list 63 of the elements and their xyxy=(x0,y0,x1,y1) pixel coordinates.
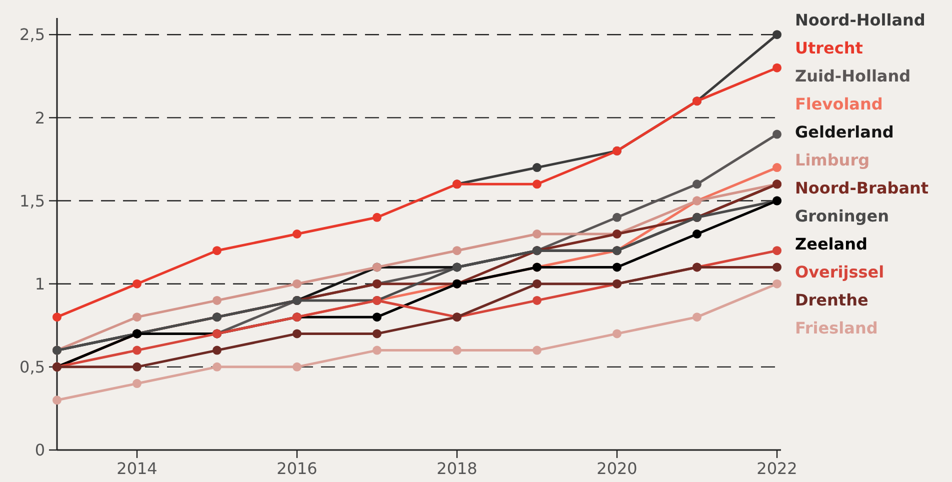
y-tick-label: 0 xyxy=(34,440,45,460)
point xyxy=(52,312,62,322)
point xyxy=(612,212,622,222)
point xyxy=(772,246,782,256)
point xyxy=(532,163,542,172)
series-label: Utrecht xyxy=(795,38,864,58)
series-label: Drenthe xyxy=(795,290,868,310)
point xyxy=(292,230,302,238)
x-tick-label: 2022 xyxy=(756,459,798,478)
point xyxy=(532,346,542,355)
series-label: Noord-Holland xyxy=(795,10,926,30)
point xyxy=(292,329,302,338)
text: Zeeland xyxy=(795,234,868,254)
point xyxy=(612,262,622,272)
point xyxy=(132,279,142,288)
point xyxy=(532,279,542,288)
point xyxy=(372,346,382,355)
point xyxy=(292,279,302,288)
point xyxy=(692,312,702,322)
point xyxy=(692,180,702,189)
text: Flevoland xyxy=(795,94,883,114)
point xyxy=(772,279,782,288)
point xyxy=(772,163,782,172)
y-tick-label: 1,5 xyxy=(20,191,45,210)
point xyxy=(532,296,542,305)
series-label: Limburg xyxy=(795,150,870,170)
x-tick-label: 2020 xyxy=(596,459,638,478)
text: Zuid-Holland xyxy=(795,66,911,86)
point xyxy=(292,362,302,372)
point xyxy=(772,30,782,40)
point xyxy=(212,346,222,355)
x-tick-label: 2016 xyxy=(276,459,318,478)
series-label: Noord-Brabant xyxy=(795,178,929,198)
y-tick-label: 2 xyxy=(34,108,45,128)
point xyxy=(212,362,222,372)
text: Friesland xyxy=(795,318,878,338)
point xyxy=(692,230,702,238)
x-tick-label: 2014 xyxy=(116,459,158,478)
point xyxy=(212,296,222,305)
point xyxy=(372,312,382,322)
y-tick-label: 1 xyxy=(34,274,45,294)
point xyxy=(532,230,542,238)
point xyxy=(772,130,782,139)
text: Gelderland xyxy=(795,122,894,142)
point xyxy=(772,63,782,72)
point xyxy=(132,346,142,355)
series-label: Groningen xyxy=(795,206,889,226)
y-tick-label: 2,5 xyxy=(20,25,45,44)
point xyxy=(132,379,142,388)
series-label: Overijssel xyxy=(795,262,884,282)
point xyxy=(372,212,382,222)
point xyxy=(612,329,622,338)
point xyxy=(132,312,142,322)
point xyxy=(452,346,462,355)
y-tick-label: 0,5 xyxy=(20,358,45,377)
point xyxy=(372,329,382,338)
point xyxy=(532,180,542,189)
point xyxy=(452,246,462,256)
x-tick-label: 2018 xyxy=(436,459,478,478)
point xyxy=(772,262,782,272)
point xyxy=(212,246,222,256)
point xyxy=(132,362,142,372)
point xyxy=(52,396,62,405)
